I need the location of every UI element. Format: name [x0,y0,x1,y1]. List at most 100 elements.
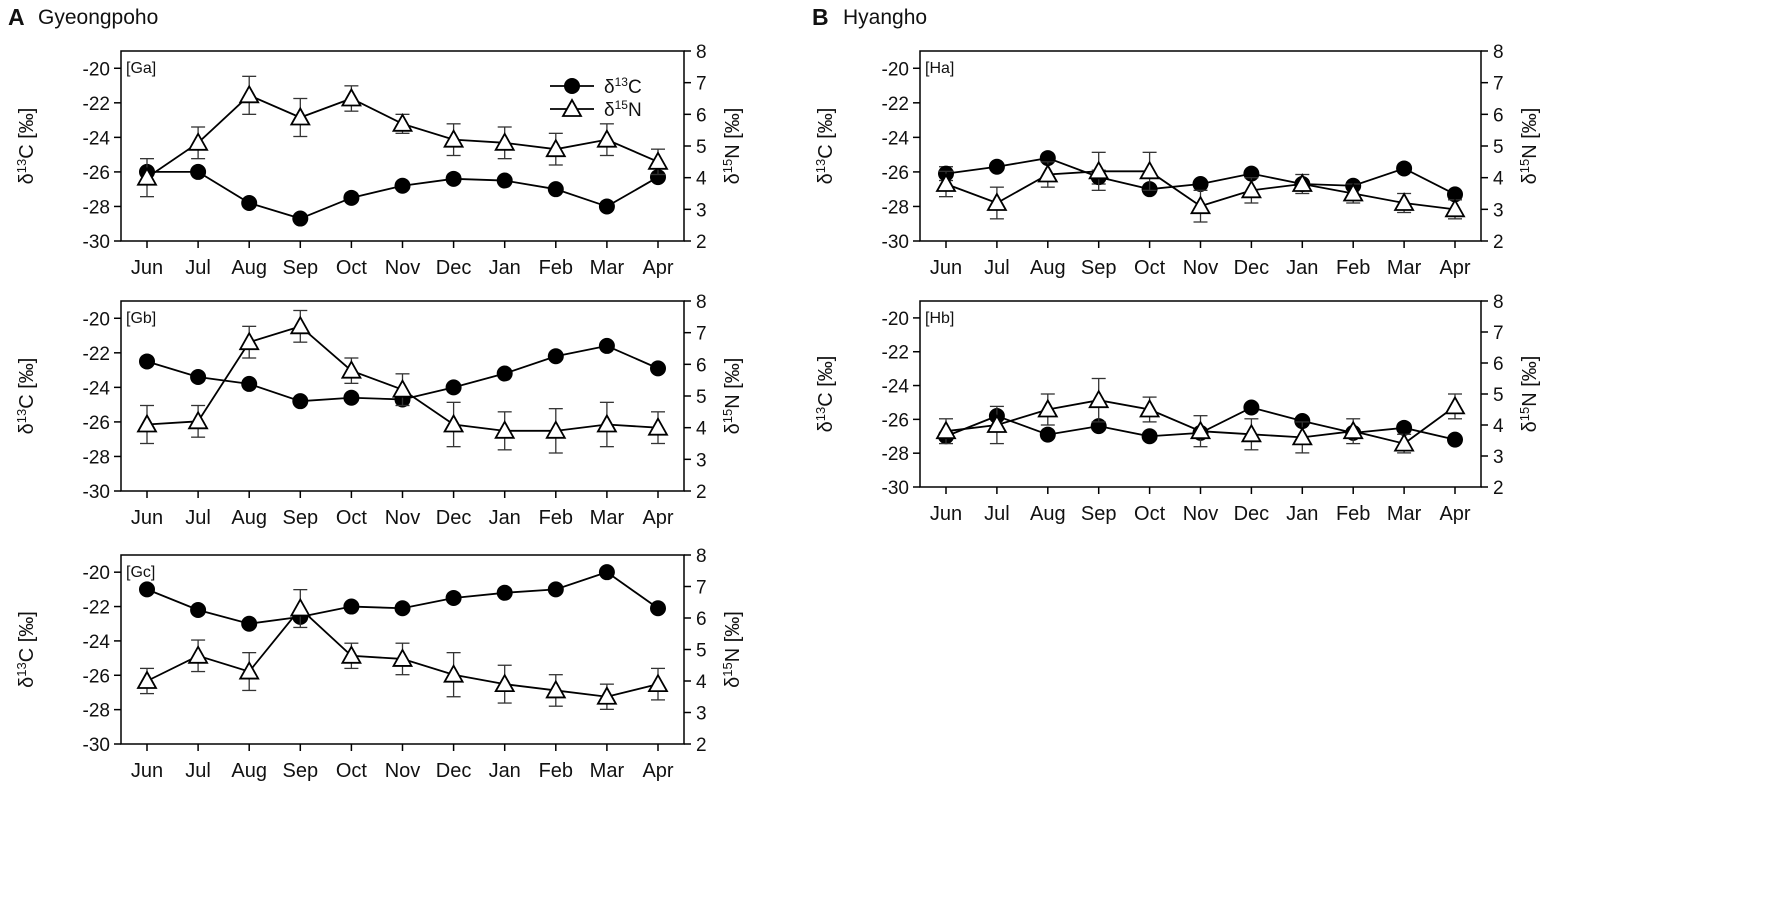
x-tick-label: Dec [436,257,472,279]
right-tick-label: 6 [696,355,707,376]
data-point-circle [1192,176,1209,192]
x-tick-label: Aug [231,760,267,782]
x-tick-label: Mar [590,507,625,529]
legend-label-d13c: δ13C [604,75,642,98]
right-tick-label: 7 [1493,323,1504,344]
left-tick-label: -20 [882,309,909,330]
data-point-circle [139,581,155,598]
right-tick-label: 4 [1493,169,1504,190]
right-tick-label: 7 [1493,74,1504,95]
panel-label: [Gb] [126,310,156,327]
legend-label-d15n: δ15N [604,98,642,121]
left-tick-label: -28 [83,447,110,468]
data-point-triangle [289,597,311,617]
data-point-triangle [238,331,260,351]
data-point-triangle [1393,192,1415,211]
data-point-circle [394,177,411,194]
data-point-triangle [1342,420,1364,440]
data-point-triangle [935,173,957,192]
left-tick-label: -24 [882,377,910,398]
data-point-triangle [443,128,465,148]
series-d15n [136,589,669,710]
data-point-circle [343,389,360,406]
data-point-circle [1141,428,1158,445]
data-point-triangle [545,419,567,439]
data-point-circle [598,198,615,215]
left-tick-label: -28 [83,701,110,722]
data-point-circle [1294,413,1311,430]
right-tick-label: 2 [696,735,707,756]
chart-panel-gb: -30 -28 -26 -24 -22 -20 2 3 4 5 6 7 8 Jun Jul Aug Sep Oct… [14,292,745,529]
data-point-triangle [545,679,567,699]
data-point-circle [1447,186,1463,203]
x-tick-label: Nov [1183,257,1219,279]
right-tick-label: 2 [1493,232,1504,253]
x-tick-label: Sep [1081,257,1117,279]
series-line [146,94,659,179]
data-point-circle [292,210,309,227]
right-axis-title: δ15N [‰] [720,611,745,688]
data-point-circle [496,365,513,382]
right-tick-label: 8 [1493,292,1504,313]
data-point-circle [1243,399,1260,416]
right-tick-label: 2 [696,232,707,253]
panel-label: [Gc] [126,564,155,581]
x-tick-label: Apr [642,507,673,529]
data-point-triangle [1444,198,1466,218]
data-point-triangle [136,166,158,186]
left-tick-label: -28 [882,444,909,465]
data-point-triangle [986,414,1008,433]
data-point-triangle [494,419,516,439]
data-point-circle [190,163,207,180]
data-point-triangle [1139,398,1161,418]
x-tick-label: Sep [1081,503,1117,525]
right-axis-title: δ15N [‰] [720,108,745,185]
right-tick-label: 8 [696,292,707,313]
section-a-letter: A [8,4,25,30]
right-tick-label: 6 [696,609,707,630]
series-d13c [139,564,666,632]
x-tick-label: Dec [1234,503,1270,525]
left-tick-label: -20 [83,563,110,584]
data-point-triangle [1240,423,1262,443]
x-tick-label: Dec [436,507,472,529]
data-point-circle [988,158,1005,175]
section-b-title: Hyangho [843,6,928,29]
right-tick-label: 4 [696,169,707,190]
data-point-circle [1396,419,1413,436]
data-point-circle [292,393,309,410]
data-point-circle [241,615,258,632]
data-point-triangle [494,673,516,693]
x-tick-label: Feb [539,257,573,279]
right-tick-label: 8 [696,42,707,63]
right-tick-label: 5 [1493,137,1504,158]
left-tick-label: -22 [83,598,110,619]
data-point-triangle [238,84,260,104]
x-tick-label: Dec [1234,257,1270,279]
x-tick-label: Jun [930,503,962,525]
left-tick-label: -26 [882,410,909,431]
x-tick-label: Jun [131,760,163,782]
x-tick-label: Sep [283,760,319,782]
x-tick-label: Aug [231,257,267,279]
data-point-circle [445,589,462,606]
data-point-circle [445,379,462,396]
x-tick-label: Jun [131,257,163,279]
right-tick-label: 5 [1493,385,1504,406]
data-point-triangle [289,315,311,335]
right-tick-label: 7 [696,324,707,345]
x-tick-label: Nov [385,507,421,529]
data-point-triangle [1088,160,1110,180]
x-tick-label: Feb [1336,503,1370,525]
data-point-circle [1396,160,1413,177]
data-point-circle [547,348,564,365]
panel-label: [Hb] [925,310,954,327]
data-point-circle [190,601,207,618]
left-tick-label: -26 [83,413,110,434]
x-tick-label: Sep [283,257,319,279]
data-point-triangle [187,131,209,151]
chart-panel-ha: -30 -28 -26 -24 -22 -20 2 3 4 5 6 7 8 Jun Jul Aug Sep Oct… [813,42,1542,279]
x-tick-label: Aug [1030,503,1066,525]
data-point-triangle [1037,163,1059,183]
